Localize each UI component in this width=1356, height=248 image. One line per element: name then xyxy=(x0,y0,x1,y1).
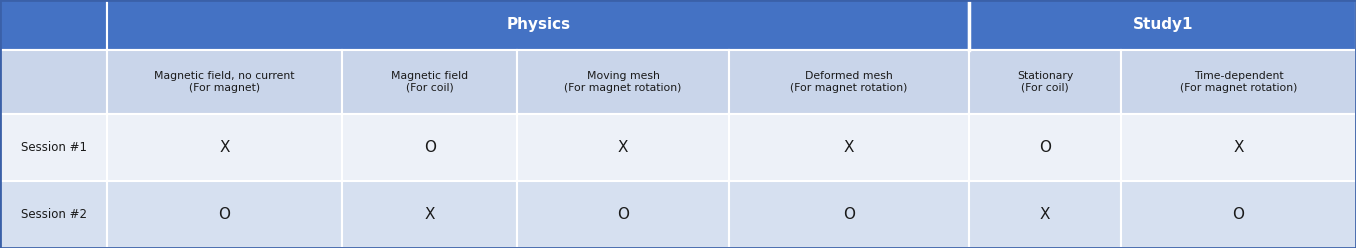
FancyBboxPatch shape xyxy=(342,50,518,114)
Text: O: O xyxy=(423,140,435,155)
Text: Session #1: Session #1 xyxy=(20,141,87,154)
FancyBboxPatch shape xyxy=(970,0,1356,50)
FancyBboxPatch shape xyxy=(1121,114,1356,181)
Text: O: O xyxy=(617,207,629,222)
FancyBboxPatch shape xyxy=(107,0,970,50)
Text: X: X xyxy=(1234,140,1243,155)
FancyBboxPatch shape xyxy=(342,181,518,248)
FancyBboxPatch shape xyxy=(518,114,728,181)
FancyBboxPatch shape xyxy=(0,50,107,114)
Text: O: O xyxy=(843,207,856,222)
Text: X: X xyxy=(424,207,435,222)
FancyBboxPatch shape xyxy=(107,181,342,248)
Text: Moving mesh
(For magnet rotation): Moving mesh (For magnet rotation) xyxy=(564,71,682,93)
FancyBboxPatch shape xyxy=(107,114,342,181)
FancyBboxPatch shape xyxy=(1121,181,1356,248)
FancyBboxPatch shape xyxy=(970,114,1121,181)
FancyBboxPatch shape xyxy=(970,50,1121,114)
FancyBboxPatch shape xyxy=(728,181,970,248)
FancyBboxPatch shape xyxy=(518,50,728,114)
Text: Magnetic field
(For coil): Magnetic field (For coil) xyxy=(391,71,468,93)
Text: Session #2: Session #2 xyxy=(20,208,87,221)
Text: Stationary
(For coil): Stationary (For coil) xyxy=(1017,71,1074,93)
FancyBboxPatch shape xyxy=(0,181,107,248)
FancyBboxPatch shape xyxy=(107,50,342,114)
FancyBboxPatch shape xyxy=(518,181,728,248)
FancyBboxPatch shape xyxy=(342,114,518,181)
FancyBboxPatch shape xyxy=(728,50,970,114)
FancyBboxPatch shape xyxy=(0,114,107,181)
Text: X: X xyxy=(843,140,854,155)
Text: Deformed mesh
(For magnet rotation): Deformed mesh (For magnet rotation) xyxy=(791,71,907,93)
Text: Physics: Physics xyxy=(506,17,571,32)
Text: O: O xyxy=(1039,140,1051,155)
Text: X: X xyxy=(220,140,229,155)
Text: O: O xyxy=(218,207,231,222)
FancyBboxPatch shape xyxy=(0,0,107,50)
FancyBboxPatch shape xyxy=(1121,50,1356,114)
Text: O: O xyxy=(1233,207,1245,222)
Text: Magnetic field, no current
(For magnet): Magnetic field, no current (For magnet) xyxy=(155,71,294,93)
FancyBboxPatch shape xyxy=(970,181,1121,248)
Text: Study1: Study1 xyxy=(1132,17,1193,32)
Text: X: X xyxy=(1040,207,1051,222)
FancyBboxPatch shape xyxy=(728,114,970,181)
Text: X: X xyxy=(618,140,628,155)
Text: Time-dependent
(For magnet rotation): Time-dependent (For magnet rotation) xyxy=(1180,71,1298,93)
